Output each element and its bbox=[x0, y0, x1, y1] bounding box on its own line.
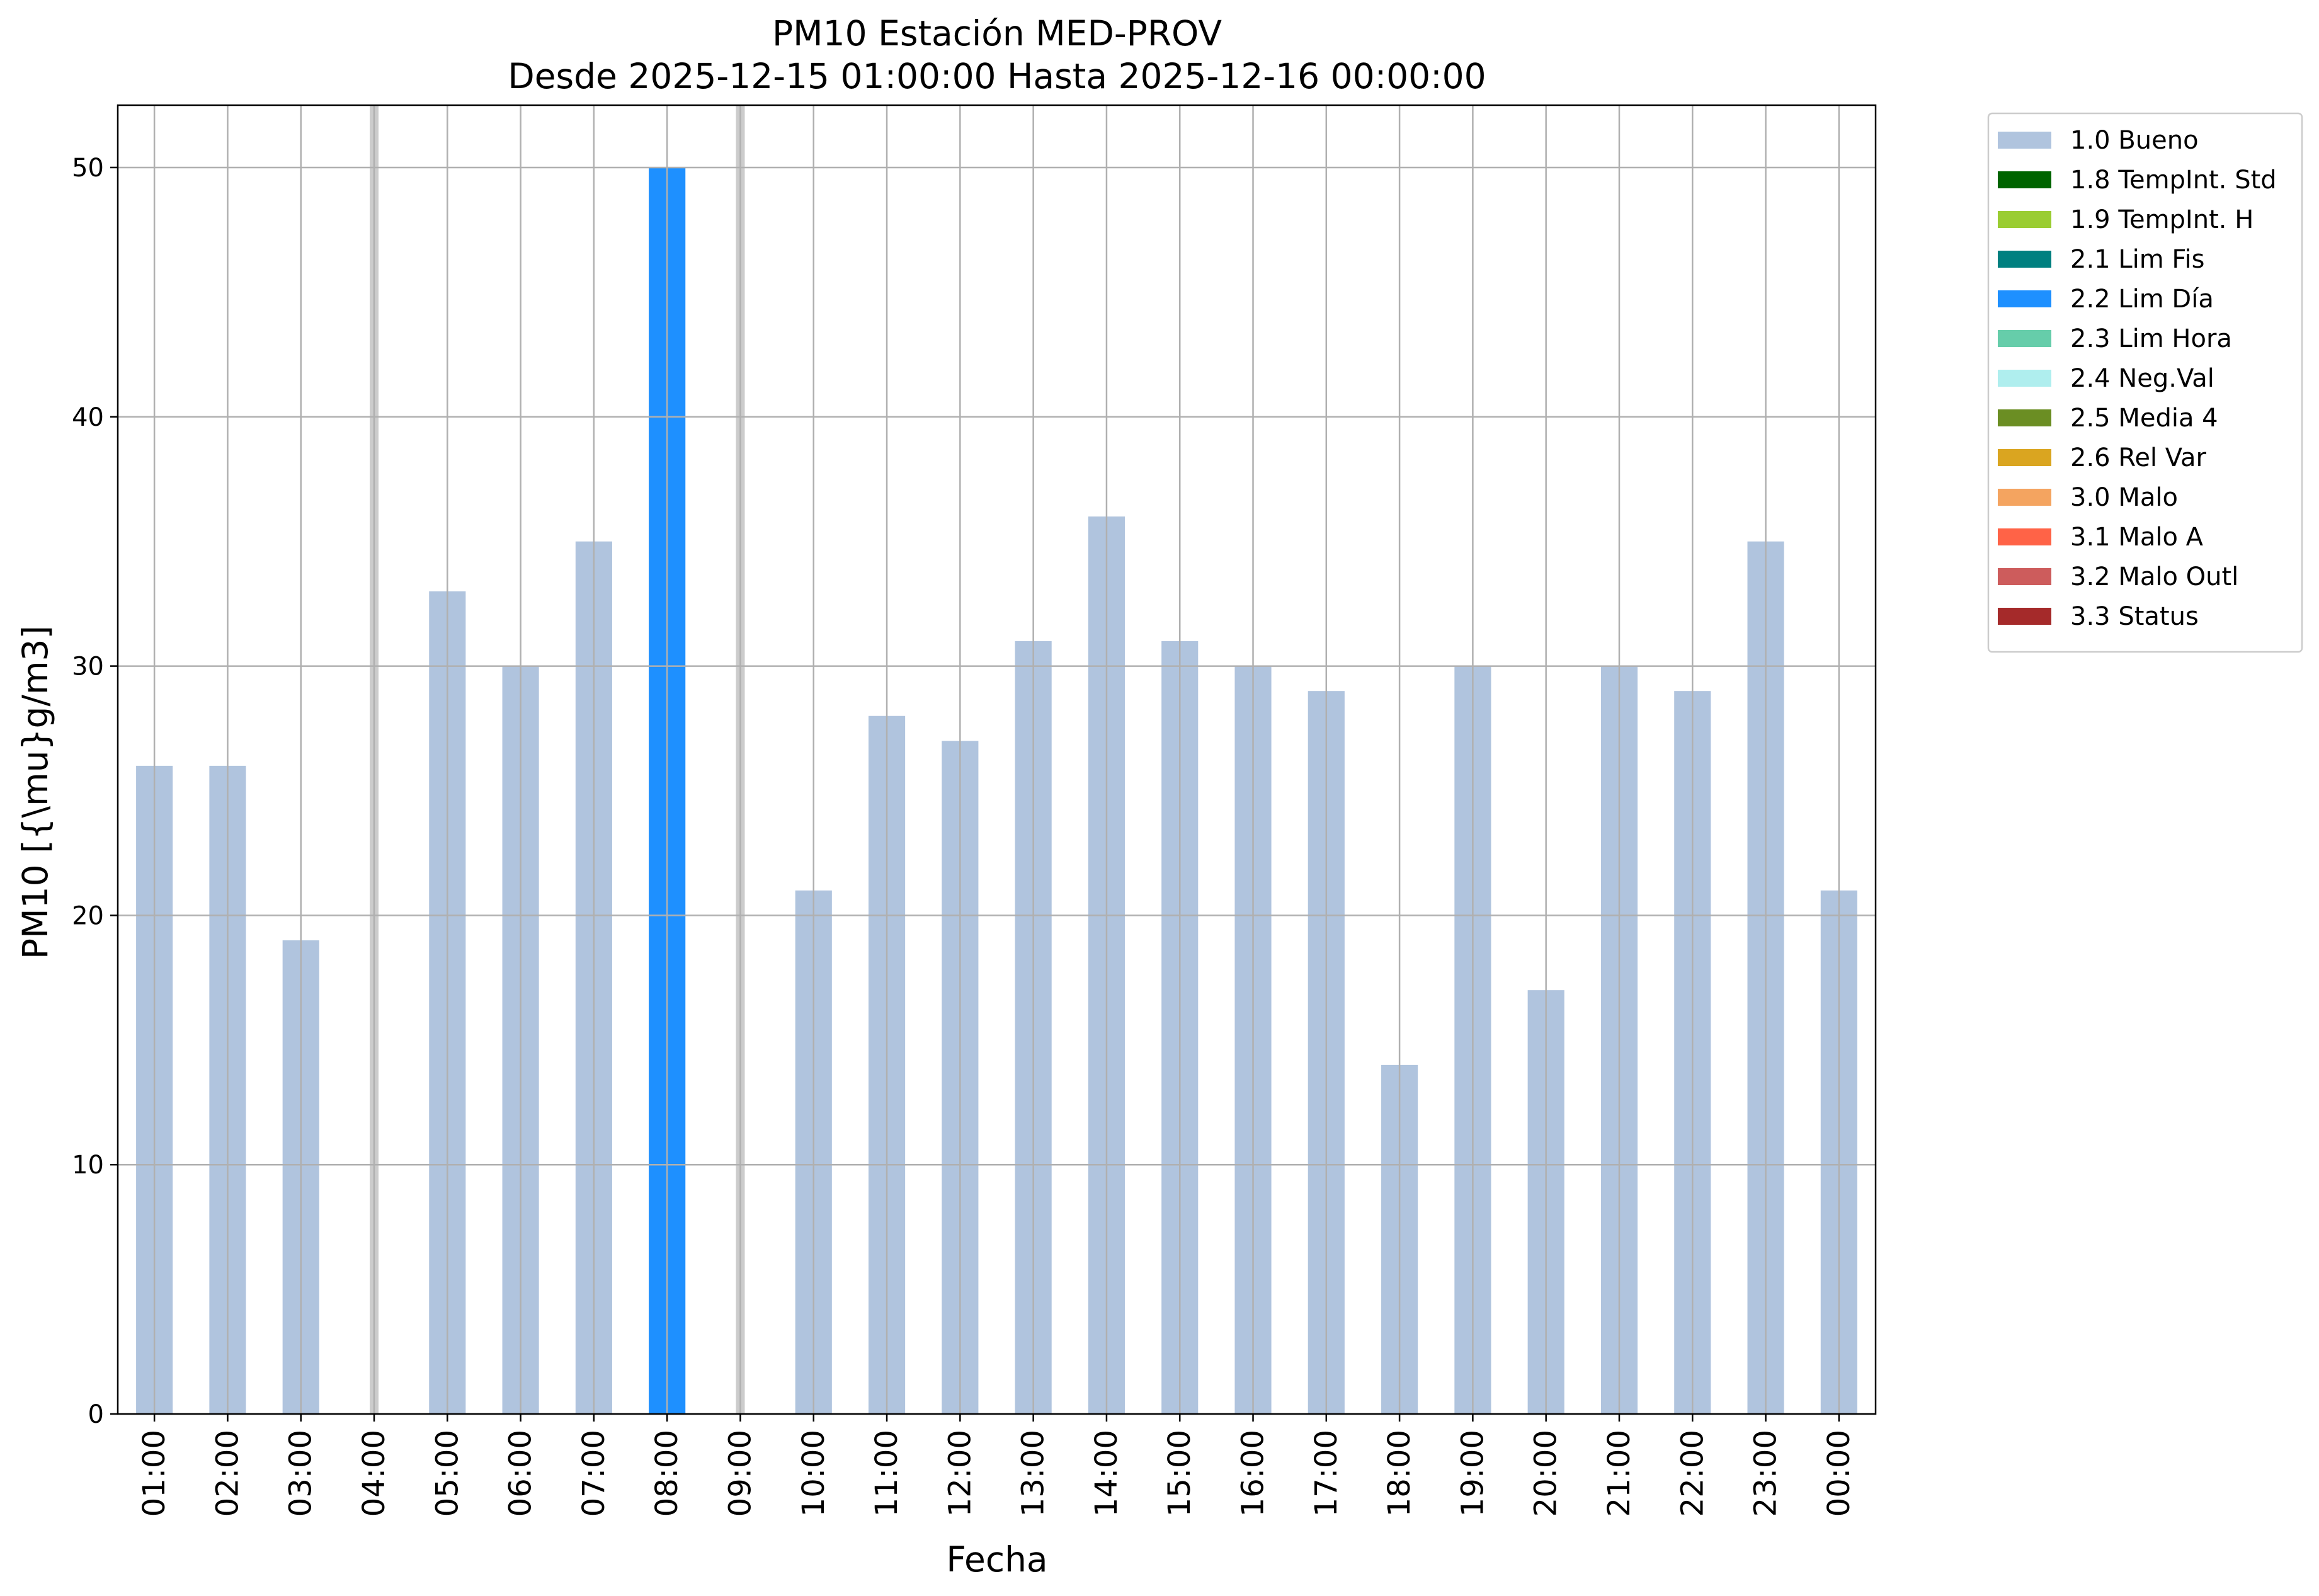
legend-swatch bbox=[1998, 608, 2051, 625]
x-tick-label: 16:00 bbox=[1236, 1430, 1271, 1517]
legend-label: 1.0 Bueno bbox=[2070, 126, 2199, 155]
x-axis-label: Fecha bbox=[946, 1539, 1047, 1580]
x-tick-label: 04:00 bbox=[356, 1430, 392, 1517]
legend-label: 1.8 TempInt. Std bbox=[2070, 166, 2277, 195]
legend-label: 2.4 Neg.Val bbox=[2070, 364, 2214, 393]
y-tick-label: 40 bbox=[72, 403, 104, 432]
x-tick-label: 01:00 bbox=[137, 1430, 172, 1517]
legend: 1.0 Bueno 1.8 TempInt. Std 1.9 TempInt. H 2… bbox=[1987, 112, 2303, 653]
x-tick-label: 22:00 bbox=[1675, 1430, 1710, 1517]
x-tick-label: 17:00 bbox=[1309, 1430, 1344, 1517]
legend-swatch bbox=[1998, 489, 2051, 506]
y-tick-label: 50 bbox=[72, 154, 104, 183]
x-tick-label: 05:00 bbox=[430, 1430, 465, 1517]
x-tick-label: 11:00 bbox=[869, 1430, 904, 1517]
x-tick-label: 19:00 bbox=[1455, 1430, 1490, 1517]
legend-swatch bbox=[1998, 290, 2051, 307]
x-tick-label: 02:00 bbox=[210, 1430, 245, 1517]
x-tick-label: 21:00 bbox=[1602, 1430, 1637, 1517]
chart-title: PM10 Estación MED-PROV bbox=[772, 13, 1222, 54]
x-tick-label: 18:00 bbox=[1382, 1430, 1417, 1517]
x-tick-label: 09:00 bbox=[722, 1430, 758, 1517]
legend-swatch bbox=[1998, 370, 2051, 387]
plot-frame bbox=[117, 104, 1877, 1415]
x-tick-label: 14:00 bbox=[1089, 1430, 1124, 1517]
x-tick-label: 20:00 bbox=[1529, 1430, 1564, 1517]
x-tick-label: 00:00 bbox=[1821, 1430, 1857, 1517]
legend-frame bbox=[1987, 112, 2303, 653]
legend-label: 1.9 TempInt. H bbox=[2070, 205, 2253, 234]
y-tick-label: 20 bbox=[72, 901, 104, 930]
legend-swatch bbox=[1998, 449, 2051, 466]
legend-label: 2.1 Lim Fis bbox=[2070, 245, 2204, 274]
legend-swatch bbox=[1998, 251, 2051, 268]
legend-label: 2.2 Lim Día bbox=[2070, 285, 2214, 314]
x-tick-label: 12:00 bbox=[942, 1430, 977, 1517]
x-tick-label: 10:00 bbox=[796, 1430, 831, 1517]
legend-label: 3.2 Malo Outl bbox=[2070, 562, 2238, 591]
plot-area: 0 10 20 30 40 50 01:00 02:00 03:00 04:00 05:00 06:0… bbox=[72, 104, 1877, 1517]
legend-label: 2.3 Lim Hora bbox=[2070, 324, 2232, 353]
legend-label: 3.1 Malo A bbox=[2070, 523, 2204, 552]
legend-swatch bbox=[1998, 132, 2051, 149]
legend-swatch bbox=[1998, 330, 2051, 347]
x-tick-label: 07:00 bbox=[576, 1430, 612, 1517]
legend-swatch bbox=[1998, 171, 2051, 188]
legend-swatch bbox=[1998, 211, 2051, 228]
x-tick-label: 13:00 bbox=[1016, 1430, 1051, 1517]
x-tick-label: 03:00 bbox=[283, 1430, 319, 1517]
x-tick-label: 06:00 bbox=[503, 1430, 538, 1517]
legend-label: 3.3 Status bbox=[2070, 602, 2199, 631]
x-tick-label: 23:00 bbox=[1748, 1430, 1784, 1517]
legend-swatch bbox=[1998, 409, 2051, 426]
y-tick-label: 0 bbox=[88, 1400, 104, 1429]
x-tick-label: 08:00 bbox=[649, 1430, 685, 1517]
legend-swatch bbox=[1998, 528, 2051, 545]
y-tick-label: 10 bbox=[72, 1151, 104, 1180]
y-axis-label: PM10 [{\mu}g/m3] bbox=[15, 625, 55, 959]
legend-label: 2.6 Rel Var bbox=[2070, 443, 2207, 472]
legend-swatch bbox=[1998, 568, 2051, 585]
x-tick-label: 15:00 bbox=[1162, 1430, 1197, 1517]
chart-subtitle: Desde 2025-12-15 01:00:00 Hasta 2025-12-… bbox=[508, 56, 1486, 96]
legend-label: 2.5 Media 4 bbox=[2070, 404, 2218, 433]
legend-label: 3.0 Malo bbox=[2070, 483, 2178, 512]
y-tick-label: 30 bbox=[72, 653, 104, 681]
